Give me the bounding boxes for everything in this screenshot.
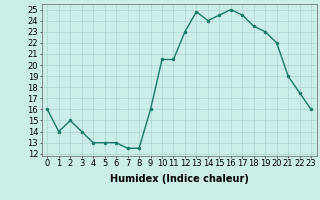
X-axis label: Humidex (Indice chaleur): Humidex (Indice chaleur) <box>110 174 249 184</box>
